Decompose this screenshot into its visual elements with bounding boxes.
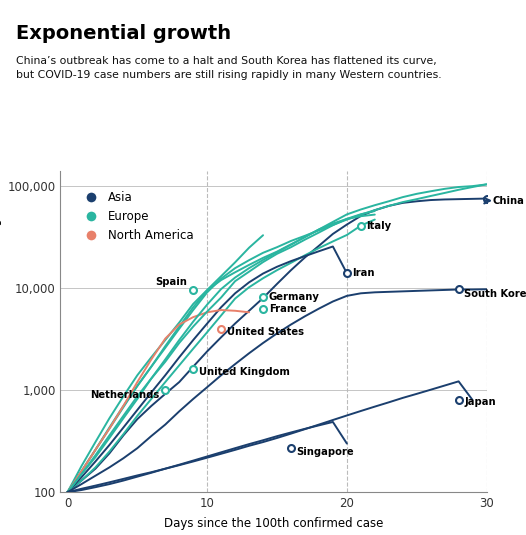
Text: South Korea: South Korea xyxy=(464,289,526,299)
Text: Netherlands: Netherlands xyxy=(90,390,160,400)
Text: United States: United States xyxy=(227,327,304,337)
Legend: Asia, Europe, North America: Asia, Europe, North America xyxy=(75,187,198,247)
Y-axis label: Total confirmed cases of COVID-19 (Log): Total confirmed cases of COVID-19 (Log) xyxy=(0,213,2,450)
Text: Spain: Spain xyxy=(156,277,188,287)
Text: Germany: Germany xyxy=(269,292,319,302)
Text: Iran: Iran xyxy=(352,268,375,278)
Text: China’s outbreak has come to a halt and South Korea has flattened its curve,
but: China’s outbreak has come to a halt and … xyxy=(16,56,441,80)
Text: Singapore: Singapore xyxy=(297,447,354,457)
Text: China: China xyxy=(492,196,524,205)
X-axis label: Days since the 100th confirmed case: Days since the 100th confirmed case xyxy=(164,517,383,530)
Text: France: France xyxy=(269,304,306,315)
Text: United Kingdom: United Kingdom xyxy=(199,367,290,377)
Text: Italy: Italy xyxy=(367,220,391,231)
Text: Exponential growth: Exponential growth xyxy=(16,24,231,43)
Text: Japan: Japan xyxy=(464,398,496,407)
